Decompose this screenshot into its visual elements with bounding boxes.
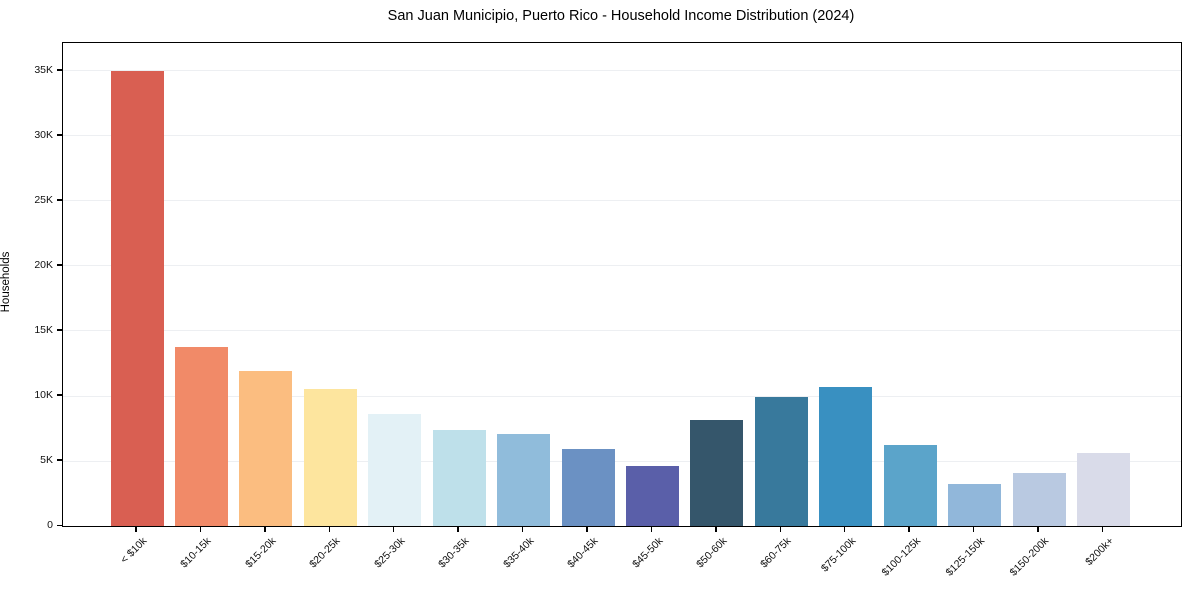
y-tick-label: 15K [34, 323, 53, 336]
chart-title: San Juan Municipio, Puerto Rico - Househ… [387, 8, 855, 24]
x-tick-label: $45-50k [629, 535, 665, 571]
bar-3 [239, 371, 293, 526]
bar-13 [883, 444, 937, 526]
y-tick-label: 35K [34, 63, 53, 76]
x-tick-mark [1101, 526, 1104, 532]
x-tick-mark [1037, 526, 1039, 532]
x-tick-label: $60-75k [758, 535, 794, 571]
x-tick-label: $75-100k [818, 535, 859, 575]
y-tick-label: 0 [47, 519, 53, 531]
y-tick-mark [57, 199, 62, 201]
x-tick-label: $150-200k [1007, 535, 1052, 579]
gridline [63, 330, 1181, 332]
gridline [63, 265, 1181, 267]
x-tick-label: $125-150k [943, 535, 988, 579]
y-tick-label: 5K [40, 453, 53, 466]
x-tick-label: $200k+ [1082, 535, 1116, 569]
x-tick-mark [392, 526, 395, 532]
bar-9 [625, 465, 679, 526]
x-tick-mark [199, 526, 202, 532]
x-tick-mark [779, 526, 782, 532]
x-tick-mark [457, 526, 459, 532]
x-tick-label: $40-45k [565, 535, 601, 571]
bar-14 [948, 483, 1002, 526]
bar-11 [754, 396, 808, 526]
x-tick-label: $25-30k [371, 535, 408, 571]
bar-10 [690, 420, 744, 526]
gridline [63, 200, 1181, 202]
gridline [63, 395, 1181, 397]
bar-16 [1076, 453, 1130, 526]
y-tick-label: 25K [34, 193, 53, 206]
y-tick-label: 30K [34, 128, 53, 141]
y-tick-mark [57, 264, 62, 266]
bar-15 [1012, 472, 1066, 526]
bar-12 [819, 386, 873, 526]
x-tick-label: $100-125k [879, 535, 923, 579]
y-tick-mark [57, 459, 62, 461]
gridline [63, 135, 1181, 137]
y-tick-mark [57, 524, 62, 526]
bar-8 [561, 448, 615, 526]
plot-area [62, 42, 1182, 527]
x-tick-mark [135, 526, 137, 532]
x-tick-label: $10-15k [178, 535, 214, 571]
y-tick-label: 10K [34, 388, 53, 401]
x-tick-mark [650, 526, 653, 532]
x-tick-mark [843, 526, 846, 532]
x-tick-label: $20-25k [307, 535, 343, 571]
x-tick-mark [521, 526, 524, 532]
x-tick-mark [328, 526, 331, 532]
bar-4 [303, 388, 357, 526]
x-tick-mark [264, 526, 266, 532]
y-tick-mark [57, 329, 62, 331]
y-tick-mark [57, 394, 62, 396]
gridline [63, 460, 1181, 462]
bar-7 [497, 434, 551, 526]
bar-5 [368, 413, 422, 526]
x-tick-mark [715, 526, 717, 532]
x-tick-label: < $10k [118, 535, 150, 566]
y-tick-mark [57, 69, 62, 71]
y-tick-mark [57, 134, 62, 136]
x-tick-mark [586, 526, 588, 532]
x-tick-label: $30-35k [436, 535, 472, 571]
x-tick-mark [908, 526, 910, 532]
x-tick-label: $50-60k [694, 535, 730, 571]
x-tick-mark [972, 526, 975, 532]
x-tick-label: $35-40k [500, 535, 537, 571]
gridline [63, 70, 1181, 72]
y-tick-label: 20K [34, 258, 53, 271]
x-tick-label: $15-20k [243, 535, 279, 571]
bar-1 [110, 70, 164, 526]
bar-2 [174, 347, 228, 526]
bar-6 [432, 429, 486, 526]
